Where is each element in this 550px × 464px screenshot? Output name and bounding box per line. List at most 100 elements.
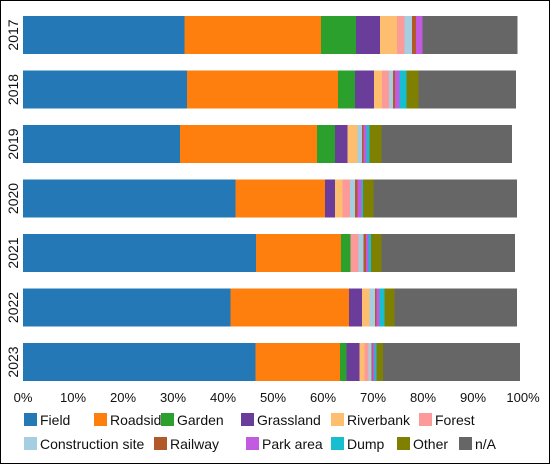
bar-segment: [363, 234, 366, 272]
legend-label: Riverbank: [347, 412, 411, 428]
bar-segment: [347, 125, 358, 163]
year-labels: 2017 2018 2019 2020 2021 2022 2023: [5, 19, 21, 377]
bar-segment: [372, 343, 375, 381]
bars-layer: [23, 16, 520, 381]
bar-segment: [23, 125, 180, 163]
bar-segment: [376, 288, 380, 327]
legend-swatch: [331, 413, 344, 426]
x-tick-label: 40%: [210, 390, 236, 405]
bar-segment: [325, 179, 335, 218]
bar-segment: [366, 234, 369, 272]
bar-segment: [366, 125, 370, 163]
bar-segment: [341, 234, 351, 272]
year-label: 2017: [5, 19, 21, 50]
bar-segment: [368, 234, 371, 272]
bar-segment: [384, 288, 395, 327]
bar-segment: [355, 70, 374, 109]
legend-swatch: [246, 437, 259, 450]
bar-segment: [371, 343, 373, 381]
year-label: 2020: [5, 183, 21, 214]
legend-swatch: [419, 413, 432, 426]
bar-segment: [418, 70, 516, 109]
legend-label: Garden: [177, 412, 224, 428]
legend-label: n/A: [475, 436, 497, 452]
bar-segment: [23, 70, 187, 109]
bar-segment: [23, 179, 236, 218]
legend-swatch: [154, 437, 167, 450]
bar-segment: [406, 70, 419, 109]
legend-label: Grassland: [257, 412, 321, 428]
bar-segment: [362, 288, 370, 327]
bar-segment: [393, 70, 395, 109]
legend-swatch: [459, 437, 472, 450]
bar-segment: [368, 343, 372, 381]
bar-segment: [346, 343, 360, 381]
x-tick-label: 60%: [310, 390, 336, 405]
bar-segment: [349, 288, 362, 327]
bar-segment: [399, 70, 407, 109]
bar-segment: [381, 125, 512, 163]
year-label: 2022: [5, 292, 21, 323]
legend-swatch: [241, 413, 254, 426]
bar-segment: [350, 234, 359, 272]
bar-segment: [364, 343, 369, 381]
bar-segment: [361, 179, 363, 218]
bar-segment: [23, 234, 256, 272]
legend: Field Roadside Garden Grassland Riverbank For…: [24, 412, 497, 452]
bar-segment: [321, 16, 356, 54]
x-tick-label: 0%: [14, 390, 33, 405]
bar-segment: [416, 16, 423, 54]
bar-segment: [404, 16, 412, 54]
bar-segment: [23, 16, 185, 54]
bar-segment: [357, 179, 362, 218]
bar-segment: [394, 288, 517, 327]
bar-segment: [369, 288, 375, 327]
bar-segment: [412, 16, 416, 54]
bar-segment: [376, 343, 383, 381]
legend-label: Roadside: [110, 412, 169, 428]
bar-segment: [374, 343, 377, 381]
bar-segment: [383, 343, 520, 381]
legend-swatch: [397, 437, 410, 450]
bar-segment: [184, 16, 321, 54]
bar-segment: [255, 343, 340, 381]
x-tick-label: 80%: [410, 390, 436, 405]
bar-segment: [256, 234, 341, 272]
bar-segment: [355, 179, 358, 218]
x-tick-label: 90%: [460, 390, 486, 405]
bar-segment: [335, 125, 348, 163]
bar-segment: [359, 343, 365, 381]
bar-segment: [357, 125, 362, 163]
x-tick-label: 50%: [260, 390, 286, 405]
bar-segment: [363, 179, 374, 218]
legend-label: Field: [40, 412, 70, 428]
x-tick-label: 100%: [506, 390, 540, 405]
bar-segment: [362, 125, 364, 163]
legend-swatch: [161, 413, 174, 426]
bar-segment: [381, 234, 515, 272]
bar-segment: [338, 70, 355, 109]
x-tick-label: 20%: [110, 390, 136, 405]
bar-segment: [350, 179, 355, 218]
bar-segment: [340, 343, 347, 381]
legend-swatch: [24, 413, 37, 426]
legend-label: Dump: [347, 436, 385, 452]
legend-swatch: [331, 437, 344, 450]
bar-segment: [422, 16, 518, 54]
bar-segment: [389, 70, 393, 109]
x-tick-label: 70%: [360, 390, 386, 405]
legend-swatch: [24, 437, 37, 450]
bar-segment: [317, 125, 335, 163]
legend-label: Other: [413, 436, 448, 452]
bar-segment: [235, 179, 325, 218]
bar-segment: [380, 16, 397, 54]
bar-segment: [342, 179, 350, 218]
bar-segment: [187, 70, 338, 109]
bar-segment: [335, 179, 343, 218]
x-tick-label: 30%: [160, 390, 186, 405]
bar-segment: [382, 70, 389, 109]
bar-segment: [375, 288, 377, 327]
year-label: 2018: [5, 74, 21, 105]
